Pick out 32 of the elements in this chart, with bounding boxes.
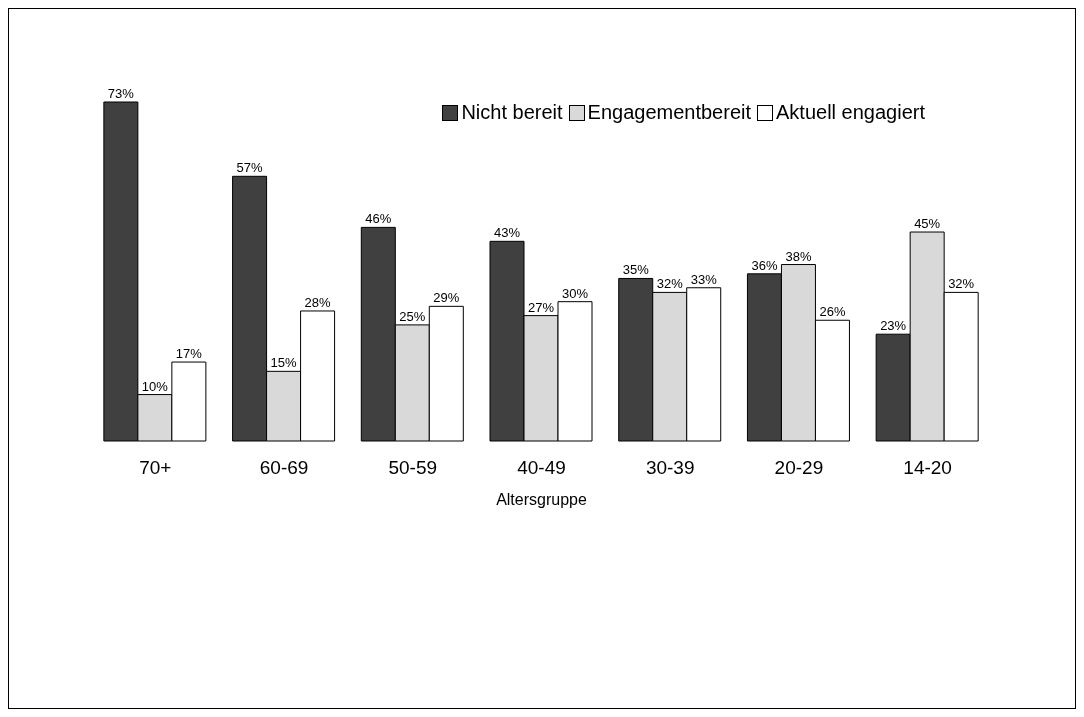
x-tick-label: 30-39: [645, 457, 695, 479]
data-label: 35%: [622, 262, 650, 278]
data-label: 73%: [107, 86, 135, 101]
data-label: 43%: [494, 225, 521, 241]
data-label: 57%: [236, 160, 264, 176]
data-label: 38%: [785, 248, 812, 264]
data-label: 27%: [528, 299, 555, 315]
data-label: 28%: [304, 294, 332, 310]
x-tick-label: 50-59: [388, 457, 438, 479]
x-tick-label: 40-49: [517, 457, 566, 479]
data-label: 29%: [433, 290, 460, 306]
data-label: 36%: [751, 257, 778, 273]
data-label: 45%: [914, 216, 941, 232]
data-label: 32%: [948, 276, 975, 292]
data-label: 17%: [175, 346, 203, 362]
x-tick-label: 14-20: [903, 457, 952, 479]
data-label: 30%: [562, 285, 589, 301]
data-label: 15%: [270, 355, 298, 371]
x-tick-label: 20-29: [774, 457, 824, 479]
data-label: 32%: [656, 276, 684, 292]
data-label: 25%: [399, 308, 426, 324]
data-label: 26%: [819, 304, 846, 320]
legend-label: Aktuell engagiert: [776, 101, 925, 124]
legend-label: Nicht bereit: [461, 101, 563, 124]
data-label: 33%: [690, 271, 718, 287]
x-tick-label: 60-69: [259, 457, 309, 479]
x-tick-label: 70+: [139, 457, 172, 479]
x-axis-title: Altersgruppe: [496, 491, 587, 508]
data-label: 10%: [141, 378, 169, 394]
legend-label: Engagementbereit: [587, 101, 752, 124]
data-label: 46%: [365, 211, 392, 227]
data-label: 23%: [880, 318, 907, 334]
